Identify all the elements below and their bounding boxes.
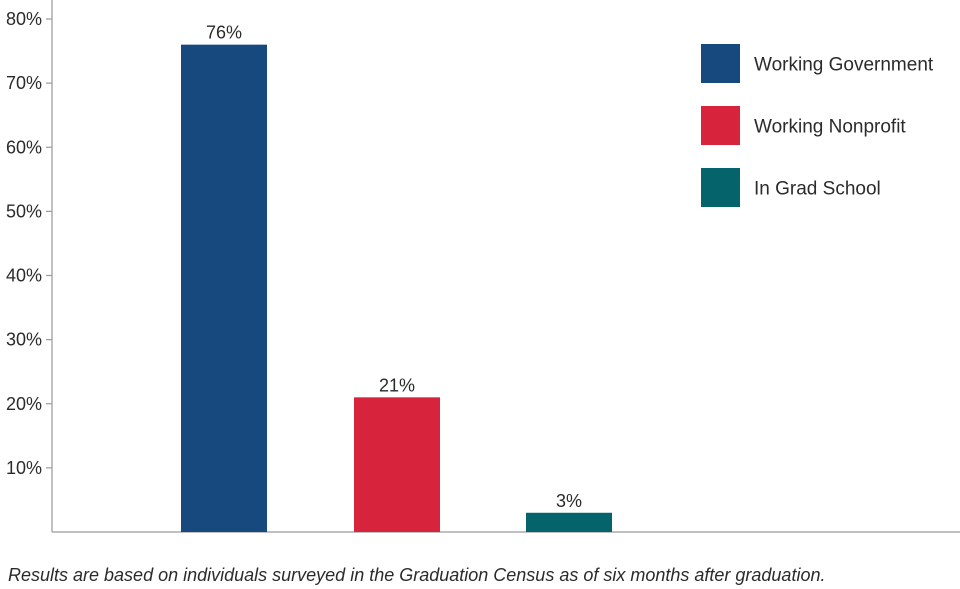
bar-2: [354, 397, 440, 532]
chart-bars: 76% 21% 3%: [181, 23, 612, 533]
legend-label: Working Nonprofit: [754, 117, 906, 138]
bar-3: [526, 512, 612, 532]
chart-axes: 10% 20% 30% 40% 50% 60% 70% 80%: [6, 0, 960, 533]
y-tick-label: 30%: [6, 330, 42, 350]
bar-chart: 10% 20% 30% 40% 50% 60% 70% 80% 76% 21% 3% Workin…: [6, 0, 960, 533]
bar-value-label: 3%: [556, 491, 582, 511]
legend-label: Working Government: [754, 55, 934, 76]
bar-value-label: 21%: [379, 375, 415, 395]
chart-legend: Working Government Working Nonprofit In Gr…: [701, 44, 934, 207]
legend-label: In Grad School: [754, 179, 881, 200]
y-tick-label: 70%: [6, 73, 42, 93]
y-tick-label: 10%: [6, 458, 42, 478]
chart-footnote: Results are based on individuals surveye…: [8, 565, 826, 585]
legend-swatch: [701, 106, 740, 145]
legend-swatch: [701, 44, 740, 83]
bar-1: [181, 44, 267, 533]
y-tick-label: 20%: [6, 394, 42, 414]
bar-value-label: 76%: [206, 23, 242, 43]
y-tick-label: 40%: [6, 266, 42, 286]
y-tick-label: 60%: [6, 137, 42, 157]
legend-swatch: [701, 168, 740, 207]
y-tick-label: 80%: [6, 9, 42, 29]
y-tick-label: 50%: [6, 201, 42, 221]
